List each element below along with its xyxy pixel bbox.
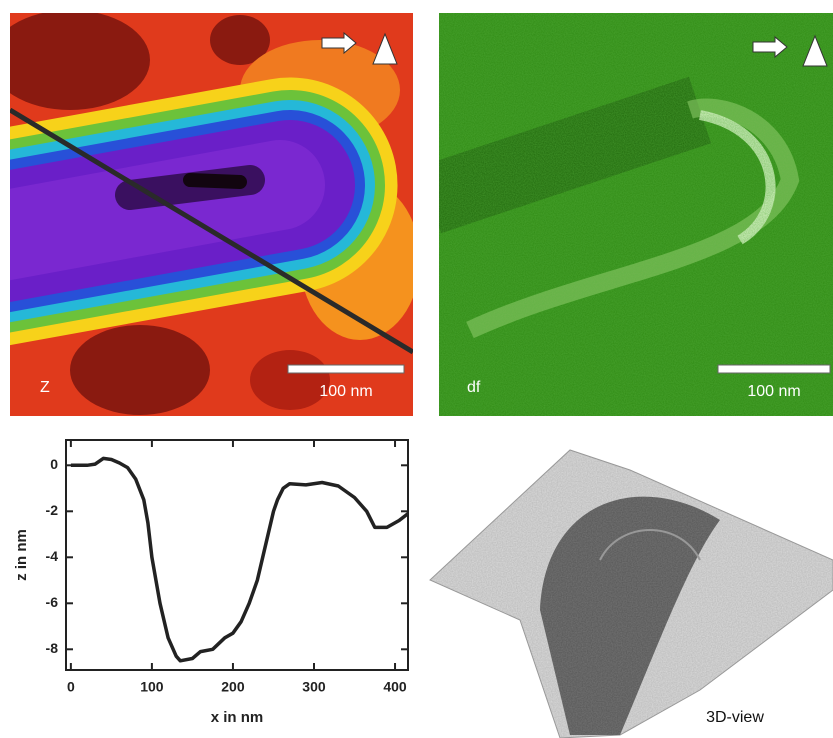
y-tick-label: -4 <box>46 548 59 564</box>
y-tick-label: 0 <box>50 456 58 472</box>
x-axis-label: x in nm <box>211 709 264 726</box>
figure: 100 nm Z 100 nm df 3D-view 0 -2 -4 -6 -8 0 100… <box>0 0 833 738</box>
x-tick-label: 400 <box>383 679 407 695</box>
plot-frame <box>66 440 408 670</box>
scale-bar-label: 100 nm <box>319 383 372 400</box>
topography-image <box>0 10 420 416</box>
y-tick-label: -6 <box>46 594 59 610</box>
page: {"chart_data": {"type": "line", "y_label… <box>0 0 833 738</box>
y-tick-label: -8 <box>46 640 59 656</box>
y-axis-label: z in nm <box>13 529 30 581</box>
profile-chart: 0 -2 -4 -6 -8 0 100 200 300 400 <box>46 440 408 695</box>
x-tick-label: 100 <box>140 679 164 695</box>
x-tick-label: 0 <box>67 679 75 695</box>
panel-label: Z <box>40 379 50 396</box>
x-tick-label: 300 <box>302 679 326 695</box>
panel-label: df <box>467 379 481 396</box>
view-label: 3D-view <box>706 709 764 726</box>
scale-bar-label: 100 nm <box>747 383 800 400</box>
df-image <box>430 13 833 416</box>
profile-line <box>71 458 408 660</box>
x-tick-label: 200 <box>221 679 245 695</box>
y-tick-label: -2 <box>46 502 59 518</box>
view-3d <box>430 450 833 738</box>
